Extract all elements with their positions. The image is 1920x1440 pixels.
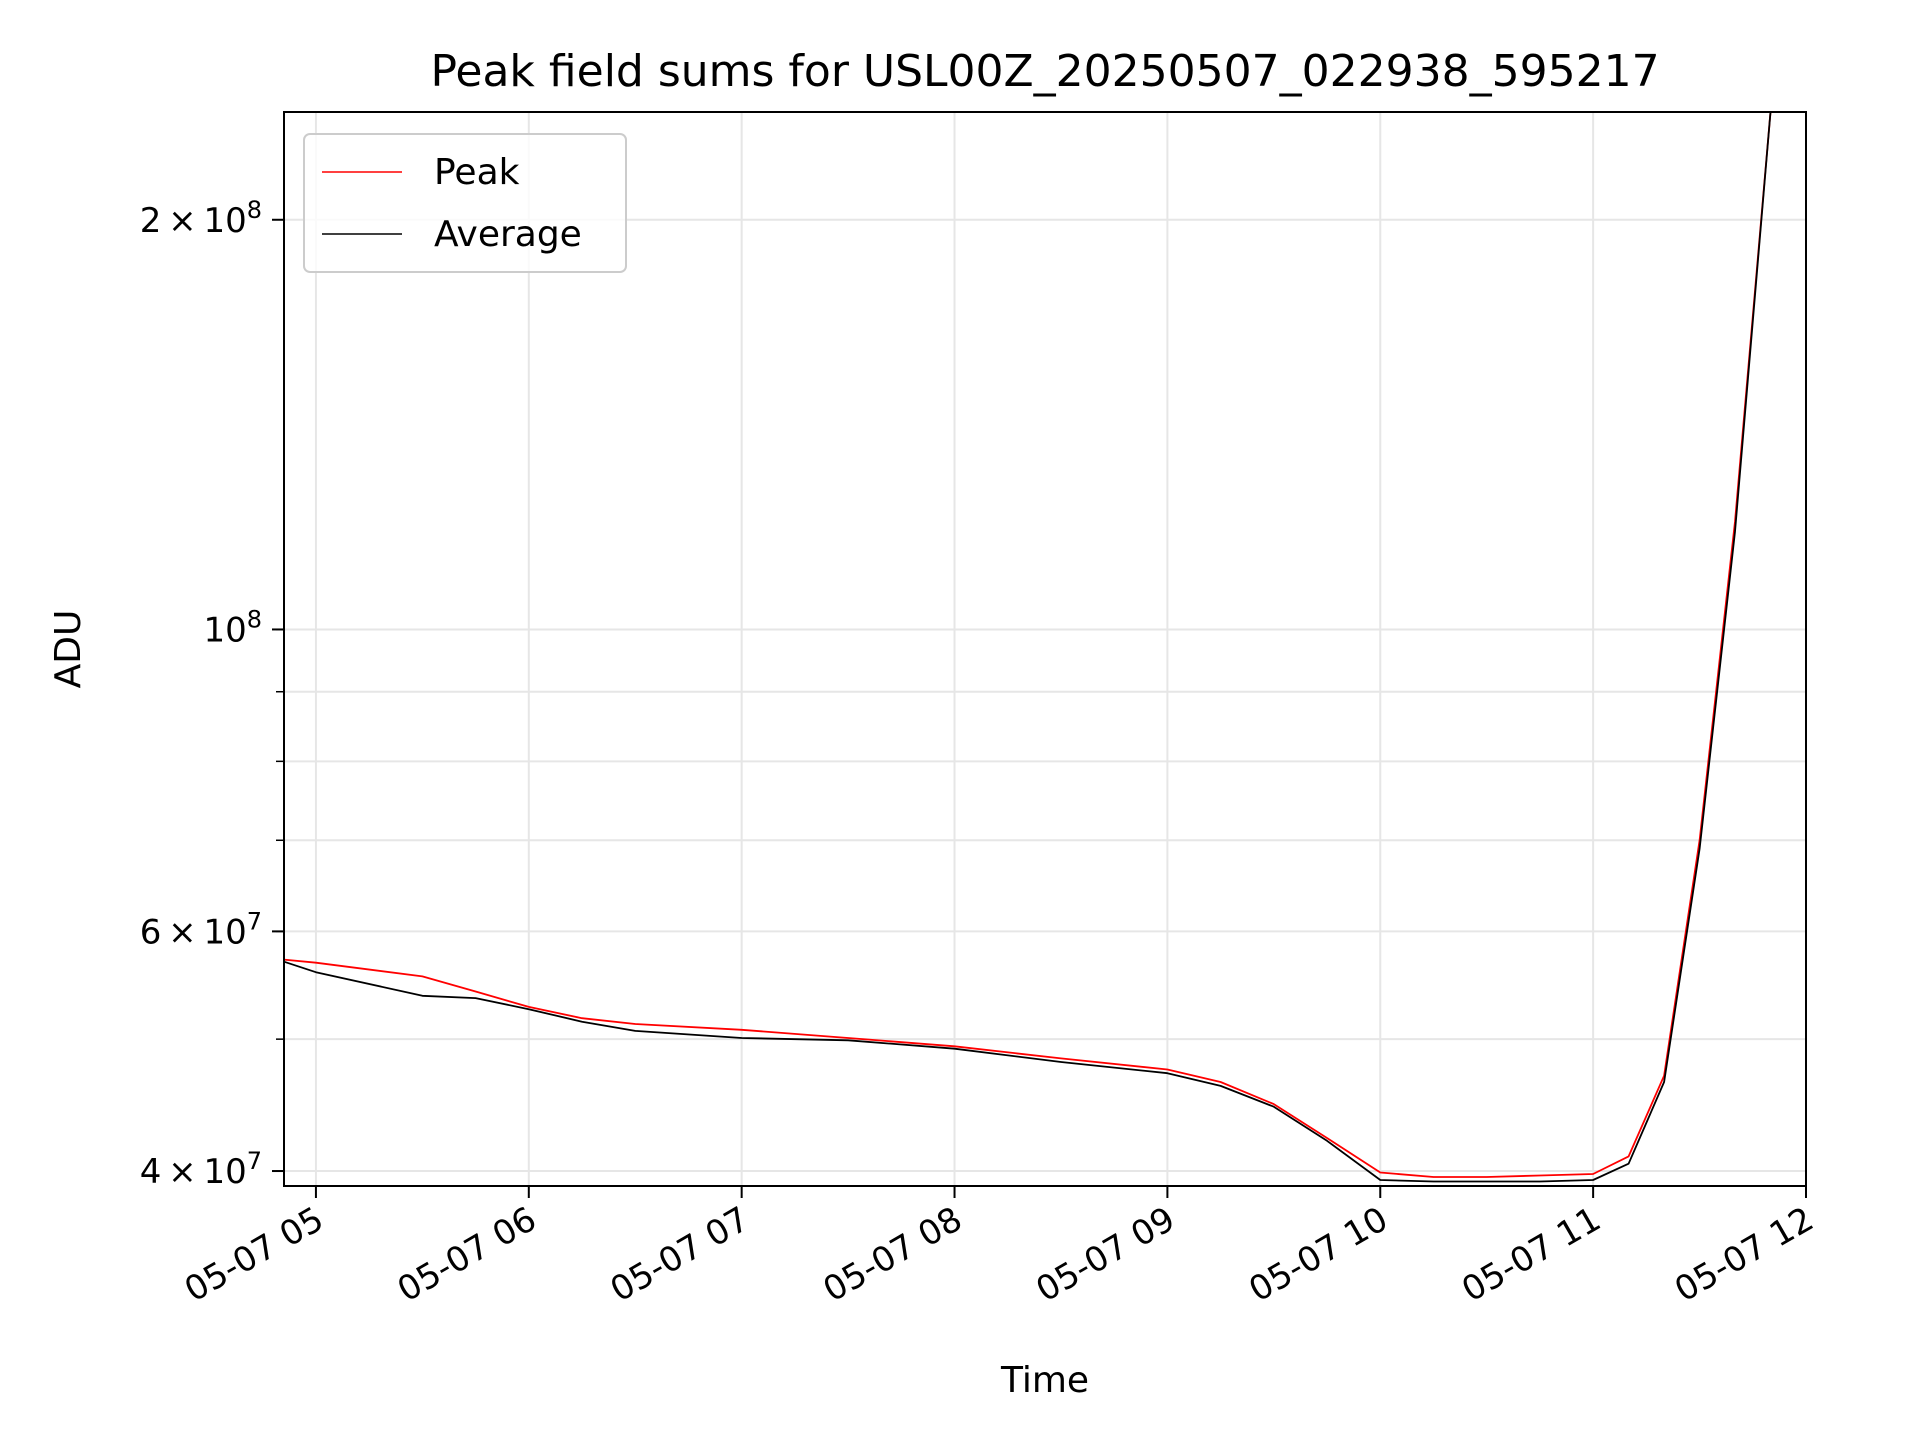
legend-box — [303, 133, 627, 273]
series-line-average — [283, 111, 1772, 1183]
y-tick-label: 2 × 108 — [140, 196, 262, 241]
legend-label-average: Average — [434, 214, 582, 255]
plot-area-frame — [283, 111, 1807, 1187]
y-axis: 4 × 107 6 × 107 108 2 × 108 — [140, 196, 284, 1192]
series-layer — [283, 111, 1772, 1183]
x-axis-title: Time — [1000, 1360, 1089, 1401]
series-line-peak — [283, 111, 1772, 1178]
y-tick-label: 108 — [203, 605, 262, 650]
legend: Peak Average — [303, 133, 627, 273]
chart-title: Peak field sums for USL00Z_20250507_0229… — [430, 46, 1659, 97]
y-tick-label: 4 × 107 — [140, 1147, 262, 1192]
y-axis-title: ADU — [48, 610, 89, 689]
y-tick-label: 6 × 107 — [140, 907, 262, 952]
legend-label-peak: Peak — [434, 152, 520, 193]
